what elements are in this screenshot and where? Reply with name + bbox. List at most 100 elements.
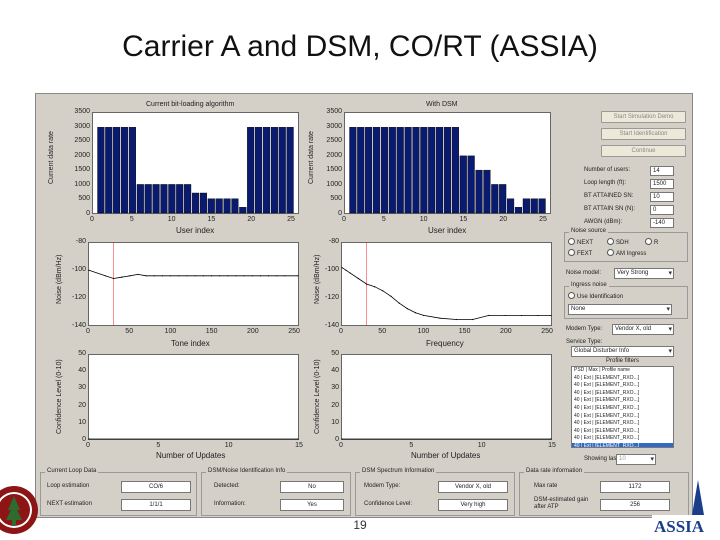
- param-label: Loop length (ft):: [584, 180, 627, 186]
- service-type-select[interactable]: Global Disturber Info: [571, 346, 674, 357]
- data-point: [121, 276, 123, 278]
- profile-list-item[interactable]: 40 | Ext | [ELEMENT_RXO...]: [574, 427, 640, 434]
- data-point: [104, 275, 106, 277]
- data-point: [390, 295, 392, 297]
- x-tick-label: 25: [539, 216, 547, 223]
- param-input[interactable]: 1500: [650, 179, 674, 189]
- radio-fext[interactable]: FEXT: [568, 249, 592, 257]
- start-identification-button[interactable]: Start Identification: [601, 128, 686, 140]
- bar: [436, 127, 444, 214]
- data-point: [550, 314, 552, 317]
- plot3-svg: [88, 243, 299, 325]
- y-tick-label: -100: [71, 266, 86, 273]
- modem-type-select[interactable]: Vendor X, old: [612, 324, 674, 335]
- x-tick-label: 10: [419, 216, 428, 223]
- dsm-spectrum-group: DSM Spectrum Information Modem Type: Ven…: [355, 468, 515, 516]
- x-tick-label: 0: [86, 442, 90, 449]
- profile-listbox[interactable]: PSD | Max | Profile name 40 | Ext | [ELEM…: [571, 366, 674, 448]
- showing-last-select[interactable]: 10: [616, 454, 656, 465]
- data-point: [382, 290, 384, 292]
- y-tick-label: 0: [338, 210, 342, 217]
- continue-button[interactable]: Continue: [601, 145, 686, 157]
- plot1-ylabel: Current data rate: [48, 131, 55, 184]
- param-label: BT ATTAINED SN:: [584, 193, 634, 199]
- x-tick-label: 10: [167, 216, 176, 223]
- data-point: [297, 275, 299, 277]
- data-point: [414, 312, 417, 314]
- dsm-gain-label: DSM-estimated gain after ATP: [534, 497, 589, 510]
- x-tick-label: 150: [458, 328, 471, 335]
- profile-list-item[interactable]: 40 | Ext | [ELEMENT_RXO...]: [574, 397, 640, 404]
- param-input[interactable]: 14: [650, 166, 674, 176]
- y-tick-label: 30: [331, 384, 339, 392]
- x-tick-label: 5: [156, 442, 161, 449]
- bar: [223, 198, 231, 214]
- x-tick-label: 200: [500, 328, 512, 335]
- radio-next[interactable]: NEXT: [568, 238, 593, 246]
- bar: [372, 127, 381, 214]
- plot1-area: [92, 112, 299, 214]
- series-line: [341, 267, 551, 320]
- current-loop-title: Current Loop Data: [45, 468, 99, 474]
- param-input[interactable]: 0: [650, 205, 674, 215]
- data-point: [112, 277, 115, 280]
- app-window: Current bit-loading algorithm Current da…: [35, 93, 693, 518]
- x-tick-label: 150: [205, 328, 218, 335]
- ingress-noise-title: Ingress noise: [569, 282, 609, 288]
- profile-list-item[interactable]: PSD | Max | Profile name: [574, 367, 630, 373]
- data-point: [341, 438, 343, 440]
- radio-am-ingress[interactable]: AM Ingress: [607, 249, 646, 257]
- x-tick-label: 50: [125, 328, 134, 335]
- plot4-area: [341, 242, 552, 326]
- profile-list-item[interactable]: 40 | Ext | [ELEMENT_RXO...]: [574, 404, 640, 411]
- radio-r[interactable]: R: [645, 238, 658, 246]
- bar: [120, 127, 129, 214]
- data-point: [88, 269, 90, 271]
- x-tick-label: 5: [129, 216, 134, 223]
- noise-model-select[interactable]: Very Strong: [614, 268, 674, 279]
- y-tick-label: 3500: [74, 108, 90, 115]
- dsm-spectrum-title: DSM Spectrum Information: [360, 468, 437, 474]
- plot5-ylabel: Confidence Level (0-10): [56, 359, 63, 434]
- radio-sdh[interactable]: SDH: [607, 238, 629, 246]
- y-tick-label: 40: [331, 367, 339, 375]
- profile-list-item[interactable]: 40 | Ext | [ELEMENT_RXO...]: [572, 442, 673, 447]
- x-tick-label: 15: [459, 216, 468, 223]
- y-tick-label: 2000: [326, 151, 342, 159]
- plot2-area: [344, 112, 551, 214]
- bar: [207, 198, 215, 214]
- start-simulation-button[interactable]: Start Simulation Demo: [601, 111, 686, 123]
- y-tick-label: 500: [78, 195, 90, 203]
- x-tick-label: 20: [247, 216, 256, 223]
- bar: [380, 127, 388, 214]
- y-tick-label: 50: [78, 350, 86, 357]
- loop-estimation-label: Loop estimation: [47, 483, 90, 489]
- profile-list-item[interactable]: 40 | Ext | [ELEMENT_RXO...]: [574, 420, 640, 427]
- profile-list-item[interactable]: 40 | Ext | [ELEMENT_RXO...]: [574, 389, 640, 396]
- x-tick-label: 0: [339, 442, 343, 449]
- profile-list-item[interactable]: 40 | Ext | [ELEMENT_RXO...]: [574, 412, 640, 419]
- y-tick-label: 1000: [74, 180, 90, 188]
- bar: [451, 127, 459, 214]
- bar: [105, 127, 113, 214]
- y-tick-label: 40: [78, 367, 86, 375]
- data-point: [455, 318, 457, 321]
- y-tick-label: -80: [75, 238, 86, 245]
- param-input[interactable]: -140: [650, 218, 674, 228]
- x-tick-label: 10: [477, 442, 486, 449]
- bar: [428, 127, 436, 214]
- profile-list-item[interactable]: 40 | Ext | [ELEMENT_RXO...]: [574, 374, 640, 381]
- y-tick-label: -140: [324, 322, 339, 329]
- x-tick-label: 0: [90, 216, 94, 223]
- bar: [215, 198, 223, 214]
- profile-list-item[interactable]: 40 | Ext | [ELEMENT_RXO...]: [574, 382, 640, 389]
- data-point: [537, 314, 539, 317]
- x-tick-label: 100: [417, 328, 430, 335]
- ingress-checkbox[interactable]: Use Identification: [568, 292, 623, 300]
- series-line: [88, 269, 298, 279]
- profile-list-item[interactable]: 40 | Ext | [ELEMENT_RXO...]: [574, 435, 640, 442]
- y-tick-label: 10: [78, 418, 86, 426]
- plot4-svg: [341, 243, 552, 325]
- param-input[interactable]: 10: [650, 192, 674, 202]
- ingress-select[interactable]: None: [568, 304, 672, 315]
